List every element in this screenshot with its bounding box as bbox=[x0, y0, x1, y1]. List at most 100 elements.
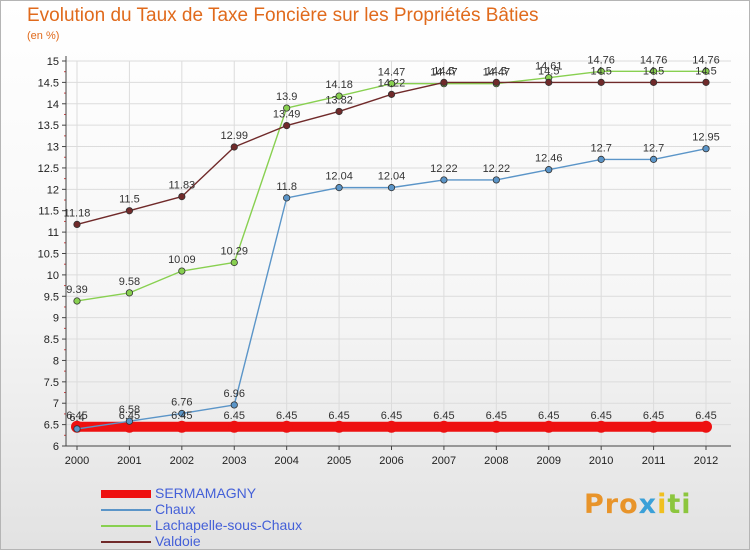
data-point bbox=[387, 90, 396, 98]
data-label: 6.45 bbox=[119, 410, 140, 422]
data-label: 14.47 bbox=[430, 67, 458, 79]
data-point bbox=[283, 104, 291, 112]
data-label: 6.45 bbox=[590, 410, 611, 422]
data-label: 6.45 bbox=[224, 410, 245, 422]
chart-title: Evolution du Taux de Taxe Foncière sur l… bbox=[27, 5, 539, 26]
legend-swatch bbox=[101, 509, 151, 511]
legend-label: Chaux bbox=[155, 501, 196, 517]
data-point bbox=[597, 67, 605, 75]
data-label: 10.29 bbox=[220, 245, 248, 257]
data-label: 12.46 bbox=[535, 153, 563, 165]
data-label: 14.61 bbox=[535, 61, 563, 73]
y-tick-label: 12.5 bbox=[38, 163, 59, 175]
data-point bbox=[283, 121, 291, 130]
x-tick-label: 2002 bbox=[170, 455, 194, 467]
y-tick-label: 14 bbox=[47, 99, 59, 111]
data-point bbox=[178, 193, 186, 201]
y-tick-label: 7 bbox=[53, 398, 59, 410]
data-label: 12.99 bbox=[220, 130, 248, 142]
data-point bbox=[440, 176, 448, 184]
data-label: 6.76 bbox=[171, 396, 192, 408]
data-label: 12.7 bbox=[643, 142, 664, 154]
y-tick-label: 10.5 bbox=[38, 249, 59, 261]
data-point bbox=[647, 420, 660, 433]
data-point bbox=[597, 155, 605, 163]
data-label: 6.45 bbox=[66, 410, 87, 422]
x-tick-label: 2005 bbox=[327, 455, 351, 467]
data-label: 6.58 bbox=[119, 404, 140, 416]
data-point bbox=[125, 289, 134, 297]
data-label: 14.5 bbox=[538, 65, 559, 77]
data-label: 12.7 bbox=[590, 142, 611, 154]
data-label: 6.45 bbox=[276, 410, 297, 422]
data-point bbox=[335, 92, 343, 100]
data-label: 6.45 bbox=[486, 410, 507, 422]
data-point bbox=[595, 420, 608, 433]
data-point bbox=[283, 194, 291, 202]
data-label: 14.22 bbox=[378, 77, 406, 89]
data-label: 6.45 bbox=[433, 410, 454, 422]
y-tick-label: 8 bbox=[53, 355, 59, 367]
data-point bbox=[335, 184, 343, 192]
x-tick-label: 2006 bbox=[379, 455, 403, 467]
data-point bbox=[597, 78, 605, 86]
data-point bbox=[333, 420, 346, 433]
data-label: 14.76 bbox=[692, 54, 720, 66]
y-tick-label: 6 bbox=[53, 441, 59, 453]
data-point bbox=[649, 78, 658, 86]
data-point bbox=[702, 78, 710, 86]
grid bbox=[66, 60, 731, 447]
x-tick-label: 2009 bbox=[537, 455, 561, 467]
data-point bbox=[437, 420, 450, 433]
y-tick-label: 12 bbox=[47, 184, 59, 196]
data-point bbox=[230, 258, 238, 267]
data-labels: 6.45 6.45 6.45 6.45 6.45 6.45 6.45 6.45 6.45 6.45… bbox=[64, 54, 720, 424]
y-tick-label: 9.5 bbox=[44, 291, 59, 303]
data-point bbox=[545, 78, 553, 86]
data-point bbox=[175, 420, 188, 433]
data-point bbox=[492, 78, 500, 86]
data-label: 9.58 bbox=[119, 276, 140, 288]
data-label: 6.4 bbox=[69, 412, 84, 424]
x-tick-label: 2007 bbox=[432, 455, 456, 467]
legend-label: Valdoie bbox=[155, 533, 201, 549]
data-label: 14.5 bbox=[590, 65, 611, 77]
x-tick-label: 2008 bbox=[484, 455, 508, 467]
data-label: 6.45 bbox=[328, 410, 349, 422]
data-point bbox=[73, 425, 81, 433]
data-point bbox=[230, 143, 238, 151]
data-point bbox=[387, 184, 396, 192]
x-tick-label: 2003 bbox=[222, 455, 246, 467]
data-label: 14.5 bbox=[695, 65, 716, 77]
data-point bbox=[125, 417, 134, 425]
axes: 6 6.5 7 7.5 8 8.5 9 9.5 10 10.5 11 11.5 12 12.5 13 13.5… bbox=[38, 56, 731, 467]
data-label: 14.5 bbox=[486, 65, 507, 77]
data-point bbox=[123, 420, 136, 433]
data-label: 11.83 bbox=[168, 180, 195, 192]
data-label: 6.45 bbox=[643, 410, 664, 422]
y-tick-label: 13 bbox=[47, 142, 59, 154]
y-axis-label: (en %) bbox=[27, 30, 60, 42]
data-label: 14.76 bbox=[587, 54, 615, 66]
data-point bbox=[649, 67, 658, 75]
data-point bbox=[702, 145, 710, 153]
data-label: 11.18 bbox=[64, 207, 91, 219]
legend-label: Lachapelle-sous-Chaux bbox=[155, 517, 303, 533]
data-point bbox=[440, 78, 448, 86]
data-label: 14.5 bbox=[433, 65, 454, 77]
legend-swatch bbox=[101, 541, 151, 543]
data-label: 13.49 bbox=[273, 109, 301, 121]
data-label: 6.96 bbox=[224, 388, 245, 400]
x-tick-label: 2004 bbox=[274, 455, 298, 467]
data-point bbox=[385, 420, 398, 433]
x-tick-label: 2000 bbox=[65, 455, 89, 467]
y-tick-label: 13.5 bbox=[38, 120, 59, 132]
brand-logo: Proxiti bbox=[584, 489, 692, 520]
data-label: 11.5 bbox=[119, 194, 140, 206]
y-tick-label: 14.5 bbox=[38, 77, 59, 89]
legend-label: SERMAMAGNY bbox=[155, 485, 257, 501]
x-tick-label: 2011 bbox=[642, 455, 666, 467]
data-label: 6.45 bbox=[381, 410, 402, 422]
